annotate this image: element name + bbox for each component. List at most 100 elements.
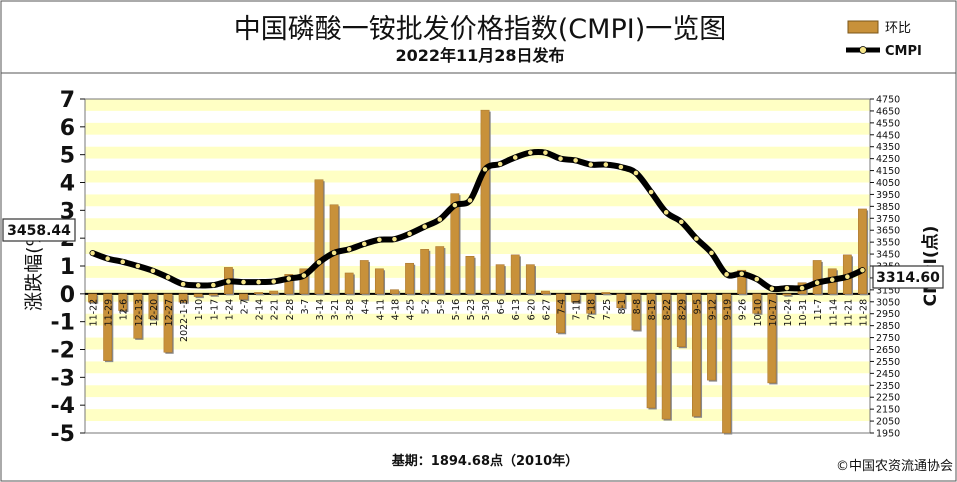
plot-band xyxy=(85,313,870,326)
plot-band xyxy=(85,122,870,135)
right-tick-label: 2950 xyxy=(876,309,900,320)
x-tick-label: 11-21 xyxy=(843,299,854,327)
legend-bar-label: 环比 xyxy=(885,21,911,36)
left-tick-label: 3 xyxy=(60,199,75,224)
plot-band xyxy=(85,194,870,207)
bar-shadow xyxy=(603,293,612,296)
cmpi-point-2-21 xyxy=(270,278,277,285)
cmpi-point-12-27 xyxy=(165,274,171,281)
left-tick-label: -4 xyxy=(51,394,75,419)
bar-6-20 xyxy=(525,264,535,295)
cmpi-point-10-10 xyxy=(753,276,760,283)
bar-4-18 xyxy=(390,289,399,295)
cmpi-point-6-20 xyxy=(527,149,534,156)
bar-12-6 xyxy=(118,293,128,311)
cmpi-point-12-6 xyxy=(119,258,126,265)
x-tick-label: 10-31 xyxy=(798,299,809,327)
left-tick-label: -2 xyxy=(51,339,75,364)
bar-2-21 xyxy=(269,290,279,295)
x-tick-label: 8-8 xyxy=(632,299,643,315)
plot-band xyxy=(85,134,870,147)
plot-band xyxy=(85,158,870,171)
cmpi-point-7-25 xyxy=(602,161,609,168)
x-tick-label: 7-18 xyxy=(587,299,598,321)
bar-3-14 xyxy=(314,179,324,295)
plot-bands xyxy=(85,99,870,433)
bar-2-7 xyxy=(239,293,248,300)
cmpi-point-5-30 xyxy=(482,166,488,173)
x-tick-label: 9-12 xyxy=(707,299,718,321)
left-tick-label: 4 xyxy=(60,172,75,197)
right-tick-label: 4250 xyxy=(876,154,900,165)
cmpi-point-11-28 xyxy=(859,267,866,274)
left-tick-label: 6 xyxy=(60,116,75,141)
x-tick-label: 3-7 xyxy=(300,299,311,315)
right-tick-label: 2750 xyxy=(876,333,900,344)
start-callout-text: 3458.44 xyxy=(7,223,71,239)
cmpi-point-5-16 xyxy=(451,202,458,209)
end-value-callout: 3314.60 xyxy=(872,265,944,289)
plot-band xyxy=(85,230,870,243)
right-tick-label: 4450 xyxy=(876,130,900,141)
cmpi-point-6-13 xyxy=(512,154,519,161)
cmpi-point-2-7 xyxy=(240,279,247,286)
x-tick-label: 2-28 xyxy=(285,299,296,321)
cmpi-point-2-28 xyxy=(285,275,292,282)
cmpi-point-12-20 xyxy=(150,267,156,274)
x-tick-label: 8-29 xyxy=(677,299,688,321)
bar-8-1 xyxy=(616,293,626,309)
cmpi-point-8-29 xyxy=(678,218,685,225)
right-tick-label: 2250 xyxy=(876,393,900,404)
cmpi-point-3-7 xyxy=(300,272,307,279)
bar-10-24 xyxy=(782,293,792,296)
cmpi-point-11-14 xyxy=(829,276,836,283)
right-tick-label: 2550 xyxy=(876,357,900,368)
cmpi-point-9-19 xyxy=(723,271,730,278)
left-tick-label: 7 xyxy=(60,88,75,113)
cmpi-point-4-25 xyxy=(406,230,413,237)
x-tick-label: 6-13 xyxy=(511,299,522,321)
plot-band xyxy=(85,301,870,314)
bar-12-20 xyxy=(148,293,158,320)
cmpi-point-6-6 xyxy=(497,161,504,167)
x-tick-label: 2-21 xyxy=(270,299,281,321)
cmpi-point-12-13 xyxy=(134,263,141,269)
bar-11-28 xyxy=(858,208,867,295)
bar-8-29 xyxy=(676,293,686,347)
x-tick-label: 2-7 xyxy=(240,299,251,315)
start-callout-box xyxy=(2,218,76,242)
cmpi-point-2022-1-3 xyxy=(180,281,187,288)
x-tick-label: 5-2 xyxy=(421,299,432,315)
x-tick-label: 2-14 xyxy=(255,299,266,321)
bar-shadow xyxy=(210,295,219,297)
end-callout-box xyxy=(872,265,944,289)
cmpi-point-4-11 xyxy=(376,236,383,243)
bar-7-4 xyxy=(556,293,565,334)
bar-4-11 xyxy=(374,268,384,295)
x-tick-label: 12-13 xyxy=(134,299,145,327)
cmpi-line xyxy=(89,149,866,293)
cmpi-point-11-7 xyxy=(814,279,821,286)
cmpi-point-8-15 xyxy=(648,189,655,195)
x-tick-label: 3-21 xyxy=(330,299,341,321)
cmpi-point-5-9 xyxy=(436,216,443,223)
bar-3-7 xyxy=(299,268,309,295)
right-tick-label: 2450 xyxy=(876,369,900,380)
start-value-callout: 3458.44 xyxy=(2,218,76,242)
right-tick-label: 3050 xyxy=(876,297,900,308)
bar-2022-1-3 xyxy=(178,293,188,303)
cmpi-point-6-27 xyxy=(542,149,549,156)
bar-1-17 xyxy=(208,293,218,296)
cmpi-point-3-28 xyxy=(346,246,353,253)
right-tick-label: 4350 xyxy=(876,142,900,153)
x-tick-label: 3-14 xyxy=(315,299,326,321)
cmpi-point-8-1 xyxy=(618,164,624,170)
base-period-note: 基期：1894.68点（2010年） xyxy=(391,453,578,469)
bar-10-17 xyxy=(767,293,777,384)
cmpi-point-9-26 xyxy=(738,270,745,277)
page-subtitle: 2022年11月28日发布 xyxy=(395,46,564,65)
cmpi-point-4-18 xyxy=(391,236,398,243)
bar-8-15 xyxy=(646,293,656,409)
bar-5-9 xyxy=(435,246,445,295)
bar-8-8 xyxy=(631,293,641,331)
